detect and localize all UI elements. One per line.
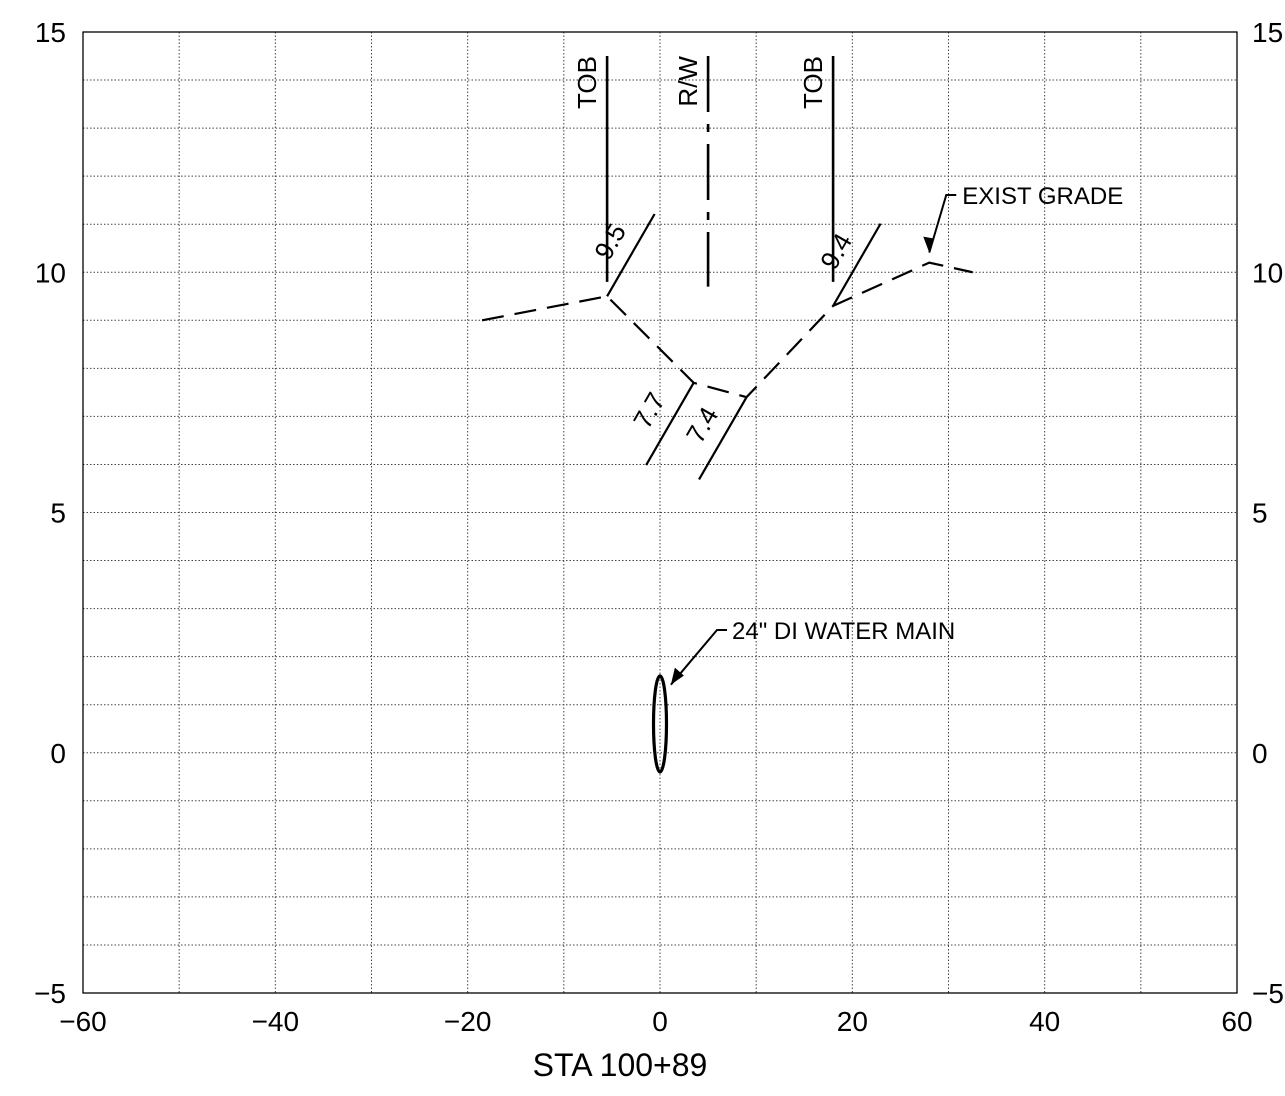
y-tick-label-left: −5: [34, 978, 66, 1009]
x-tick-label: −60: [59, 1006, 107, 1037]
grid: [83, 32, 1237, 993]
elevation-label: 9.4: [814, 228, 858, 274]
elevation-label: 7.7: [627, 387, 671, 433]
y-tick-label-left: 0: [50, 738, 66, 769]
water-main-leader: [670, 629, 727, 686]
elevation-leader: [832, 223, 882, 307]
vertical-line-label: TOB: [798, 56, 828, 109]
elevation-leader: [645, 382, 695, 466]
x-axis-title: STA 100+89: [533, 1047, 708, 1083]
elevation-label: 9.5: [588, 218, 632, 264]
y-tick-label-left: 5: [50, 498, 66, 529]
y-tick-label-right: 10: [1252, 257, 1283, 288]
y-tick-label-left: 15: [35, 17, 66, 48]
elevation-label: 7.4: [680, 402, 724, 448]
x-tick-label: 0: [652, 1006, 668, 1037]
y-tick-label-right: −5: [1252, 978, 1284, 1009]
x-tick-label: −20: [444, 1006, 492, 1037]
water-main-arrowhead: [670, 667, 684, 685]
exist-grade-leader: [928, 194, 957, 253]
x-tick-label: 40: [1029, 1006, 1060, 1037]
elevation-leader: [698, 396, 748, 481]
x-tick-label: 20: [837, 1006, 868, 1037]
plot-frame: [82, 31, 1238, 994]
vertical-line-label: R/W: [673, 56, 703, 107]
exist-grade-callout: EXIST GRADE: [962, 183, 1123, 210]
labels: TOB R/W TOB 9.5 9.4 7.7 7.4 EXIST GRADE 24" DI W…: [572, 56, 1123, 645]
y-tick-label-left: 10: [35, 257, 66, 288]
water-main-pipe: [651, 674, 669, 774]
marks: [481, 56, 973, 774]
elevation-leader: [606, 213, 656, 297]
y-tick-label-right: 0: [1252, 738, 1268, 769]
existing-grade-line: [481, 261, 973, 399]
vertical-line-label: TOB: [572, 56, 602, 109]
exist-grade-arrowhead: [923, 236, 935, 253]
y-tick-label-right: 5: [1252, 498, 1268, 529]
x-tick-label: −40: [252, 1006, 300, 1037]
x-tick-label: 60: [1221, 1006, 1252, 1037]
y-tick-label-right: 15: [1252, 17, 1283, 48]
water-main-callout: 24" DI WATER MAIN: [732, 618, 955, 645]
